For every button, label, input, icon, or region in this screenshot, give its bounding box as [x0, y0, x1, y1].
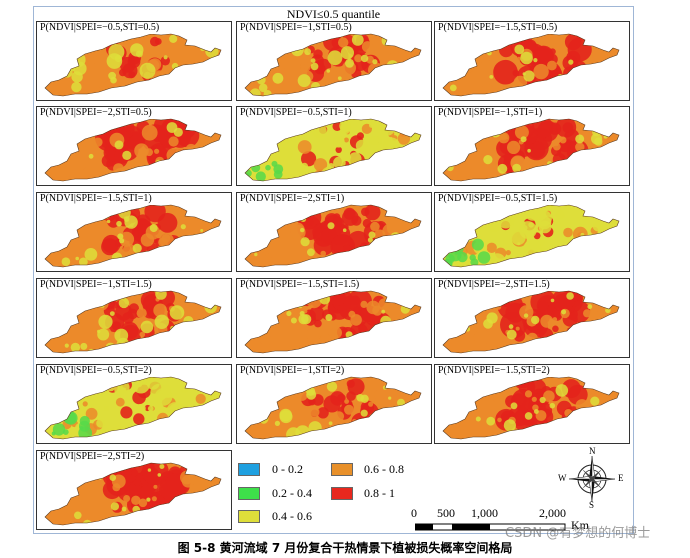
map-panel-label: P(NDVI|SPEI=−1.5,STI=2) [438, 365, 552, 377]
yellow-river-basin-map [244, 33, 422, 97]
yellow-river-basin-map [44, 33, 222, 97]
map-panel-label: P(NDVI|SPEI=−0.5,STI=1.5) [438, 193, 560, 205]
map-panel: P(NDVI|SPEI=−0.5,STI=1) [236, 106, 432, 186]
map-panel: P(NDVI|SPEI=−1,STI=0.5) [236, 21, 432, 101]
yellow-river-basin-map [44, 290, 222, 354]
map-panel-label: P(NDVI|SPEI=−0.5,STI=1) [240, 107, 354, 119]
legend-label-0.8-1: 0.8 - 1 [364, 486, 395, 500]
yellow-river-basin-map [244, 118, 422, 182]
map-panel: P(NDVI|SPEI=−2,STI=1.5) [434, 278, 630, 358]
yellow-river-basin-map [244, 290, 422, 354]
yellow-river-basin-map [442, 290, 620, 354]
map-panel-label: P(NDVI|SPEI=−1.5,STI=1.5) [240, 279, 362, 291]
map-panel: P(NDVI|SPEI=−1.5,STI=1.5) [236, 278, 432, 358]
scale-bar-graphic [415, 523, 566, 531]
map-panel-label: P(NDVI|SPEI=−2,STI=1) [240, 193, 347, 205]
yellow-river-basin-map [44, 462, 222, 526]
yellow-river-basin-map [44, 376, 222, 440]
yellow-river-basin-map [244, 376, 422, 440]
yellow-river-basin-map [442, 204, 620, 268]
map-panel-label: P(NDVI|SPEI=−1.5,STI=1) [40, 193, 154, 205]
map-panel: P(NDVI|SPEI=−2,STI=2) [36, 450, 232, 530]
map-panel: P(NDVI|SPEI=−2,STI=1) [236, 192, 432, 272]
scale-tick-2000: 2,000 [539, 506, 566, 520]
scale-bar: 0 500 1,000 2,000 Km [411, 506, 595, 536]
legend-label-0.4-0.6: 0.4 - 0.6 [272, 509, 312, 523]
yellow-river-basin-map [442, 118, 620, 182]
compass-north-label: N [589, 446, 596, 456]
figure-title: NDVI≤0.5 quantile [286, 7, 381, 21]
scale-unit: Km [571, 518, 589, 532]
legend-label-0.6-0.8: 0.6 - 0.8 [364, 462, 404, 476]
legend-label-0-0.2: 0 - 0.2 [272, 462, 303, 476]
compass-rose: N S E W [556, 446, 628, 512]
map-panel-label: P(NDVI|SPEI=−2,STI=0.5) [40, 107, 154, 119]
map-panel: P(NDVI|SPEI=−0.5,STI=1.5) [434, 192, 630, 272]
map-panel-label: P(NDVI|SPEI=−1.5,STI=0.5) [438, 22, 560, 34]
legend-swatch-0.2-0.4 [238, 487, 260, 500]
map-panel: P(NDVI|SPEI=−0.5,STI=2) [36, 364, 232, 444]
map-panel-label: P(NDVI|SPEI=−2,STI=2) [40, 451, 147, 463]
compass-west-label: W [558, 473, 567, 483]
yellow-river-basin-map [44, 118, 222, 182]
map-panel: P(NDVI|SPEI=−0.5,STI=0.5) [36, 21, 232, 101]
watermark: CSDN @有梦想的何博士 [505, 526, 651, 541]
legend-label-0.2-0.4: 0.2 - 0.4 [272, 486, 312, 500]
legend-swatch-0.6-0.8 [331, 463, 353, 476]
map-panel: P(NDVI|SPEI=−1,STI=2) [236, 364, 432, 444]
map-panel: P(NDVI|SPEI=−1.5,STI=0.5) [434, 21, 630, 101]
map-panel: P(NDVI|SPEI=−1.5,STI=2) [434, 364, 630, 444]
yellow-river-basin-map [442, 33, 620, 97]
map-panel: P(NDVI|SPEI=−1,STI=1) [434, 106, 630, 186]
legend-swatch-0.8-1 [331, 487, 353, 500]
map-panel-label: P(NDVI|SPEI=−0.5,STI=2) [40, 365, 154, 377]
yellow-river-basin-map [244, 204, 422, 268]
map-panel-label: P(NDVI|SPEI=−1,STI=1.5) [40, 279, 154, 291]
scale-tick-1000: 1,000 [471, 506, 498, 520]
map-panel: P(NDVI|SPEI=−2,STI=0.5) [36, 106, 232, 186]
compass-south-label: S [589, 500, 595, 510]
compass-east-label: E [618, 473, 624, 483]
yellow-river-basin-map [44, 204, 222, 268]
map-panel-label: P(NDVI|SPEI=−2,STI=1.5) [438, 279, 552, 291]
yellow-river-basin-map [442, 376, 620, 440]
legend-swatch-0.4-0.6 [238, 510, 260, 523]
scale-tick-0: 0 [411, 506, 417, 520]
figure-caption: 图 5-8 黄河流域 7 月份复合干热情景下植被损失概率空间格局 [177, 541, 513, 555]
map-panel: P(NDVI|SPEI=−1,STI=1.5) [36, 278, 232, 358]
map-panel-label: P(NDVI|SPEI=−0.5,STI=0.5) [40, 22, 162, 34]
compass-rose-icon [568, 455, 616, 503]
map-panel: P(NDVI|SPEI=−1.5,STI=1) [36, 192, 232, 272]
map-panel-label: P(NDVI|SPEI=−1,STI=1) [438, 107, 545, 119]
scale-tick-500: 500 [437, 506, 455, 520]
map-panel-label: P(NDVI|SPEI=−1,STI=2) [240, 365, 347, 377]
legend-swatch-0-0.2 [238, 463, 260, 476]
map-panel-label: P(NDVI|SPEI=−1,STI=0.5) [240, 22, 354, 34]
